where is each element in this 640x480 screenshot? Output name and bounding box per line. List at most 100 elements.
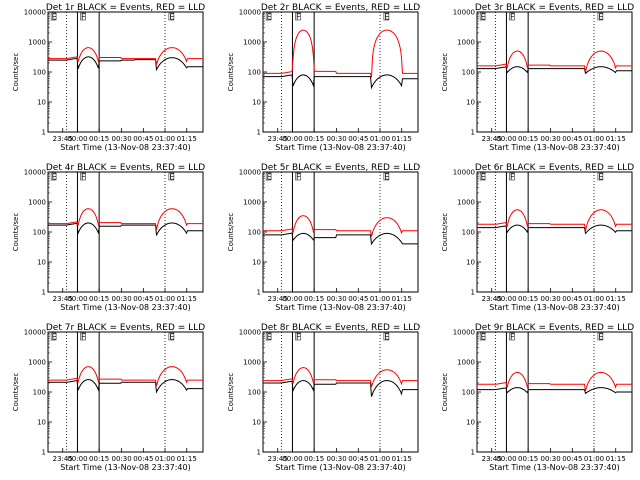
- panel-det-1: Det 1r BLACK = Events, RED = LLD 1 10 100 10…: [12, 3, 205, 152]
- y-axis-label: Counts/sec: [227, 213, 235, 252]
- y-tick-label: 10: [252, 259, 261, 267]
- flag-label: E: [384, 13, 389, 22]
- y-tick-label: 10: [37, 99, 46, 107]
- x-tick-label: 01:15: [606, 135, 626, 143]
- panel-det-4: Det 4r BLACK = Events, RED = LLD 1 10 100 10…: [12, 163, 205, 312]
- flag-label: F: [296, 333, 301, 342]
- flag-box: [50, 332, 57, 341]
- y-tick-label: 100: [462, 229, 475, 237]
- flag-box: [509, 332, 515, 341]
- flag-label: E: [267, 173, 272, 182]
- x-tick-label: 00:30: [112, 135, 132, 143]
- flag-label: E: [267, 333, 272, 342]
- panel-title: Det 2r BLACK = Events, RED = LLD: [261, 3, 420, 13]
- panel-det-6: Det 6r BLACK = Events, RED = LLD 1 10 100 10…: [441, 163, 634, 312]
- y-tick-label: 10: [466, 99, 475, 107]
- x-axis-label: Start Time (13-Nov-08 23:37:40): [489, 303, 619, 312]
- panel-det-2: Det 2r BLACK = Events, RED = LLD 1 10 100 10…: [227, 3, 420, 152]
- panel-det-9: Det 9r BLACK = Events, RED = LLD 1 10 100 10…: [441, 323, 634, 472]
- y-tick-label: 1: [257, 289, 261, 297]
- x-tick-label: 00:45: [133, 295, 153, 303]
- panel-title: Det 8r BLACK = Events, RED = LLD: [261, 323, 420, 333]
- y-tick-label: 10: [252, 419, 261, 427]
- lld-series-line: [263, 215, 418, 237]
- y-tick-label: 1000: [457, 359, 475, 367]
- y-tick-label: 1000: [457, 39, 475, 47]
- x-tick-label: 00:30: [112, 455, 132, 463]
- panel-det-3: Det 3r BLACK = Events, RED = LLD 1 10 100 10…: [441, 3, 634, 152]
- x-tick-label: 00:15: [89, 135, 109, 143]
- x-axis-label: Start Time (13-Nov-08 23:37:40): [60, 463, 190, 472]
- events-series-line: [477, 66, 632, 75]
- lld-series-line: [263, 367, 418, 387]
- events-series-line: [48, 379, 203, 394]
- x-tick-label: 01:00: [370, 295, 390, 303]
- plot-frame: [47, 171, 204, 293]
- x-axis-label: Start Time (13-Nov-08 23:37:40): [275, 143, 405, 152]
- x-tick-label: 01:15: [177, 135, 197, 143]
- x-tick-label: 01:00: [155, 135, 175, 143]
- y-axis-label: Counts/sec: [227, 373, 235, 412]
- x-tick-label: 00:00: [496, 295, 516, 303]
- flag-label: E: [481, 173, 486, 182]
- x-tick-label: 00:30: [327, 295, 347, 303]
- x-tick-label: 01:00: [584, 135, 604, 143]
- y-tick-label: 1: [257, 129, 261, 137]
- y-tick-label: 100: [462, 69, 475, 77]
- y-axis-label: Counts/sec: [12, 53, 20, 92]
- flag-label: F: [510, 333, 515, 342]
- lld-series-line: [48, 208, 203, 230]
- flag-box: [479, 12, 486, 21]
- flag-label: F: [510, 13, 515, 22]
- panel-det-5: Det 5r BLACK = Events, RED = LLD 1 10 100 10…: [227, 163, 420, 312]
- y-tick-label: 100: [248, 389, 261, 397]
- x-tick-label: 01:00: [584, 295, 604, 303]
- flag-box: [168, 12, 175, 21]
- x-tick-label: 00:15: [518, 135, 538, 143]
- x-axis-label: Start Time (13-Nov-08 23:37:40): [60, 303, 190, 312]
- x-tick-label: 00:45: [348, 455, 368, 463]
- y-tick-label: 10: [37, 259, 46, 267]
- x-tick-label: 00:45: [133, 455, 153, 463]
- y-tick-label: 10000: [239, 329, 261, 337]
- plot-frame: [47, 331, 204, 453]
- y-tick-label: 1: [42, 289, 46, 297]
- x-tick-label: 00:00: [496, 135, 516, 143]
- y-tick-label: 10: [466, 259, 475, 267]
- x-tick-label: 00:15: [518, 295, 538, 303]
- y-tick-label: 100: [33, 69, 46, 77]
- x-tick-label: 00:00: [67, 455, 87, 463]
- x-tick-label: 01:15: [177, 455, 197, 463]
- plot-frame: [262, 171, 419, 293]
- events-series-line: [48, 222, 203, 237]
- x-tick-label: 01:15: [606, 295, 626, 303]
- x-tick-label: 00:15: [304, 455, 324, 463]
- flag-label: E: [598, 13, 603, 22]
- y-tick-label: 1000: [243, 199, 261, 207]
- y-tick-label: 100: [248, 229, 261, 237]
- x-tick-label: 00:00: [496, 455, 516, 463]
- plot-frame: [47, 11, 204, 133]
- flag-box: [50, 12, 57, 21]
- y-tick-label: 100: [462, 389, 475, 397]
- x-tick-label: 23:45: [268, 455, 288, 463]
- y-axis-label: Counts/sec: [227, 53, 235, 92]
- y-axis-label: Counts/sec: [441, 213, 449, 252]
- flag-box: [80, 172, 86, 181]
- flag-box: [295, 12, 301, 21]
- lld-series-line: [477, 209, 632, 231]
- flag-box: [80, 332, 86, 341]
- lld-series-line: [263, 29, 418, 78]
- x-tick-label: 00:30: [541, 455, 561, 463]
- flag-box: [265, 332, 272, 341]
- panel-title: Det 6r BLACK = Events, RED = LLD: [475, 163, 634, 173]
- plot-frame: [476, 171, 633, 293]
- x-axis-label: Start Time (13-Nov-08 23:37:40): [60, 143, 190, 152]
- y-tick-label: 10000: [453, 329, 475, 337]
- x-tick-label: 01:00: [584, 455, 604, 463]
- y-tick-label: 1000: [28, 199, 46, 207]
- y-tick-label: 10: [37, 419, 46, 427]
- y-tick-label: 1: [471, 449, 475, 457]
- panel-det-8: Det 8r BLACK = Events, RED = LLD 1 10 100 10…: [227, 323, 420, 472]
- y-tick-label: 10000: [239, 169, 261, 177]
